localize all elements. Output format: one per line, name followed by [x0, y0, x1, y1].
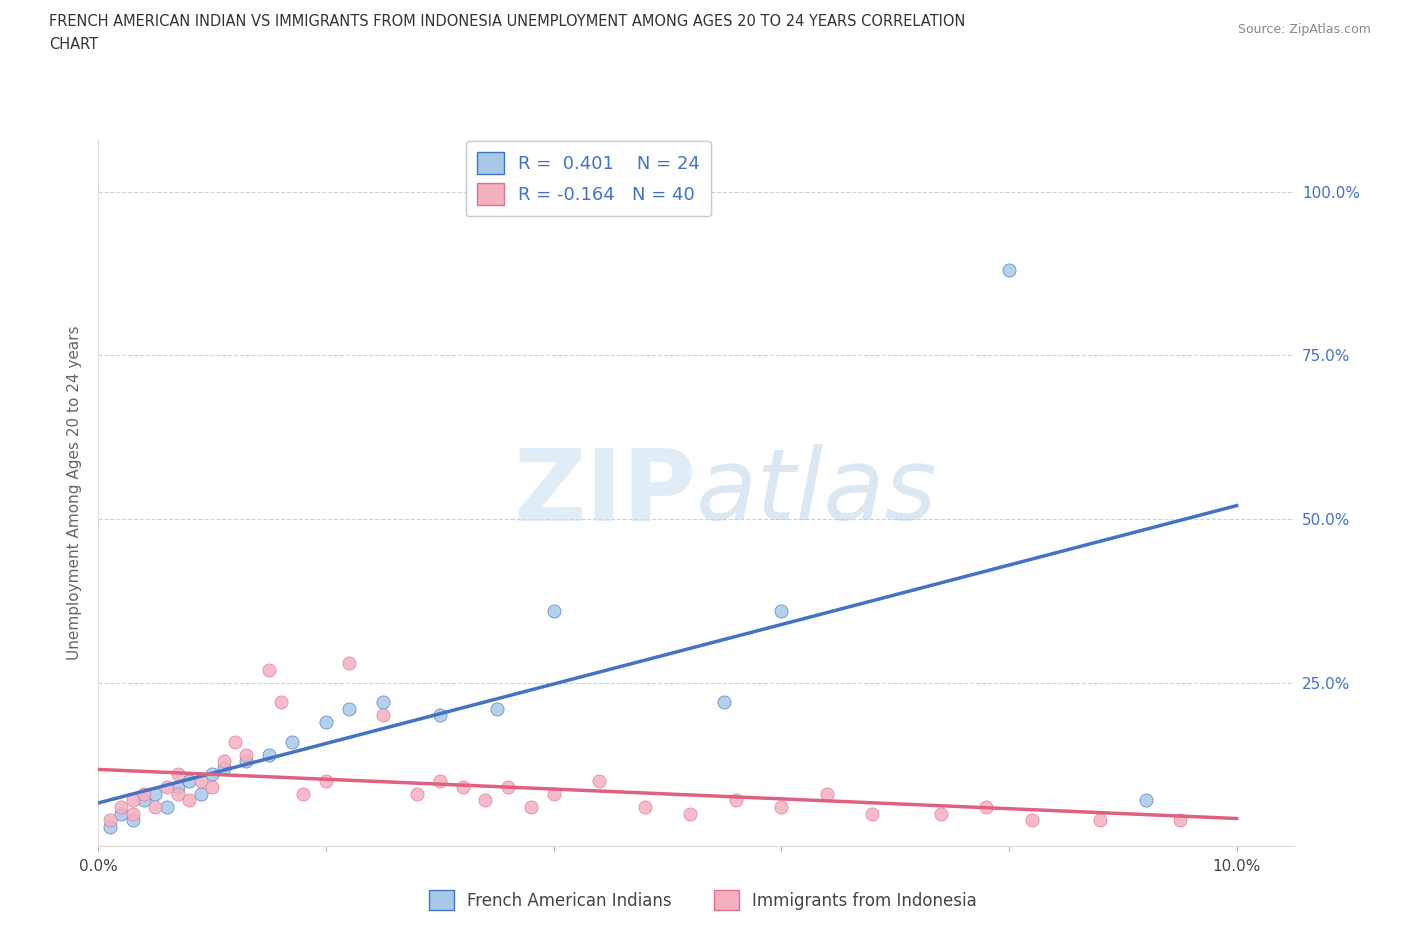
Point [713, 695, 735, 710]
Point [121, 793, 143, 808]
Point [543, 787, 565, 802]
Point [929, 806, 952, 821]
Point [257, 747, 280, 762]
Point [815, 787, 838, 802]
Point [371, 708, 394, 723]
Point [132, 793, 155, 808]
Point [770, 604, 793, 618]
Point [201, 780, 224, 795]
Point [315, 774, 337, 789]
Point [167, 787, 190, 802]
Point [121, 813, 143, 828]
Point [1088, 813, 1111, 828]
Point [724, 793, 747, 808]
Point [485, 701, 508, 716]
Point [143, 787, 166, 802]
Point [1168, 813, 1191, 828]
Text: atlas: atlas [696, 445, 938, 541]
Point [190, 774, 212, 789]
Point [543, 604, 565, 618]
Point [143, 800, 166, 815]
Point [679, 806, 702, 821]
Point [429, 774, 451, 789]
Point [406, 787, 429, 802]
Point [429, 708, 451, 723]
Point [235, 754, 257, 769]
Point [201, 767, 224, 782]
Point [315, 714, 337, 729]
Point [281, 734, 304, 749]
Point [860, 806, 883, 821]
Point [588, 774, 610, 789]
Text: FRENCH AMERICAN INDIAN VS IMMIGRANTS FROM INDONESIA UNEMPLOYMENT AMONG AGES 20 T: FRENCH AMERICAN INDIAN VS IMMIGRANTS FRO… [49, 14, 966, 29]
Point [451, 780, 474, 795]
Point [337, 656, 360, 671]
Point [337, 701, 360, 716]
Point [179, 793, 201, 808]
Point [520, 800, 543, 815]
Point [212, 754, 235, 769]
Point [270, 695, 292, 710]
Point [235, 747, 257, 762]
Point [998, 263, 1021, 278]
Legend: French American Indians, Immigrants from Indonesia: French American Indians, Immigrants from… [422, 884, 984, 917]
Text: ZIP: ZIP [513, 445, 696, 541]
Point [770, 800, 793, 815]
Point [167, 767, 190, 782]
Point [496, 780, 519, 795]
Point [212, 761, 235, 776]
Point [156, 800, 179, 815]
Point [257, 662, 280, 677]
Point [190, 787, 212, 802]
Point [179, 774, 201, 789]
Point [1021, 813, 1043, 828]
Y-axis label: Unemployment Among Ages 20 to 24 years: Unemployment Among Ages 20 to 24 years [67, 326, 83, 660]
Point [121, 806, 143, 821]
Point [292, 787, 315, 802]
Point [110, 806, 132, 821]
Point [1135, 793, 1157, 808]
Point [974, 800, 997, 815]
Point [371, 695, 394, 710]
Point [156, 780, 179, 795]
Point [474, 793, 496, 808]
Text: Source: ZipAtlas.com: Source: ZipAtlas.com [1237, 23, 1371, 36]
Point [132, 787, 155, 802]
Point [110, 800, 132, 815]
Point [224, 734, 246, 749]
Point [98, 819, 121, 834]
Text: CHART: CHART [49, 37, 98, 52]
Point [167, 780, 190, 795]
Point [98, 813, 121, 828]
Legend: R =  0.401    N = 24, R = -0.164   N = 40: R = 0.401 N = 24, R = -0.164 N = 40 [465, 141, 711, 216]
Point [634, 800, 657, 815]
